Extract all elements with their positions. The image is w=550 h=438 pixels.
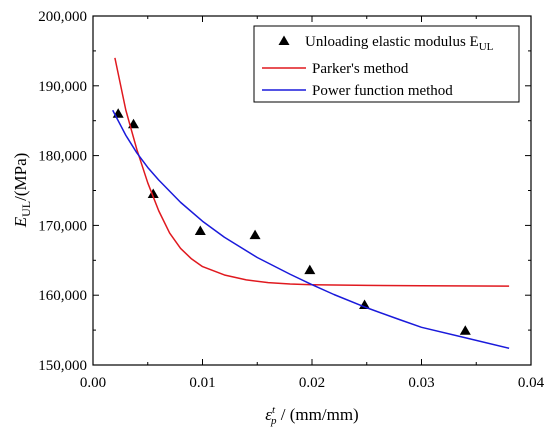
y-tick-label: 180,000: [38, 149, 87, 165]
x-tick-label: 0.04: [518, 375, 545, 391]
y-tick-label: 170,000: [38, 218, 87, 234]
y-tick-label: 160,000: [38, 288, 87, 304]
x-tick-label: 0.02: [299, 375, 325, 391]
x-tick-label: 0.00: [80, 375, 106, 391]
legend-label-parker: Parker's method: [312, 61, 409, 77]
y-tick-label: 190,000: [38, 79, 87, 95]
data-point-triangle: [304, 264, 316, 275]
y-axis-label: EUL/(MPa): [11, 153, 33, 229]
legend-label-unloading: Unloading elastic modulus EUL: [305, 34, 494, 53]
x-axis-label: εt p / (mm/mm): [265, 404, 358, 427]
legend-marker-triangle: [278, 35, 290, 45]
data-point-triangle: [194, 225, 206, 235]
data-point-triangle: [359, 299, 371, 309]
series-line-2: [112, 109, 510, 349]
legend: Unloading elastic modulus EUL Parker's m…: [253, 25, 520, 103]
data-point-triangle: [147, 188, 159, 198]
series-layer: [112, 57, 510, 349]
axis-ticks: [92, 15, 532, 366]
series-line-1: [114, 57, 510, 287]
data-point-triangle: [249, 229, 261, 240]
x-tick-label: 0.03: [408, 375, 434, 391]
y-tick-label: 150,000: [38, 358, 87, 374]
x-tick-label: 0.01: [189, 375, 215, 391]
data-point-triangle: [459, 325, 471, 335]
legend-label-power: Power function method: [312, 83, 453, 99]
y-tick-label: 200,000: [38, 9, 87, 25]
tick-labels: 0.00 0.01 0.02 0.03 0.04 150,000 160,000 170,00…: [38, 9, 544, 391]
